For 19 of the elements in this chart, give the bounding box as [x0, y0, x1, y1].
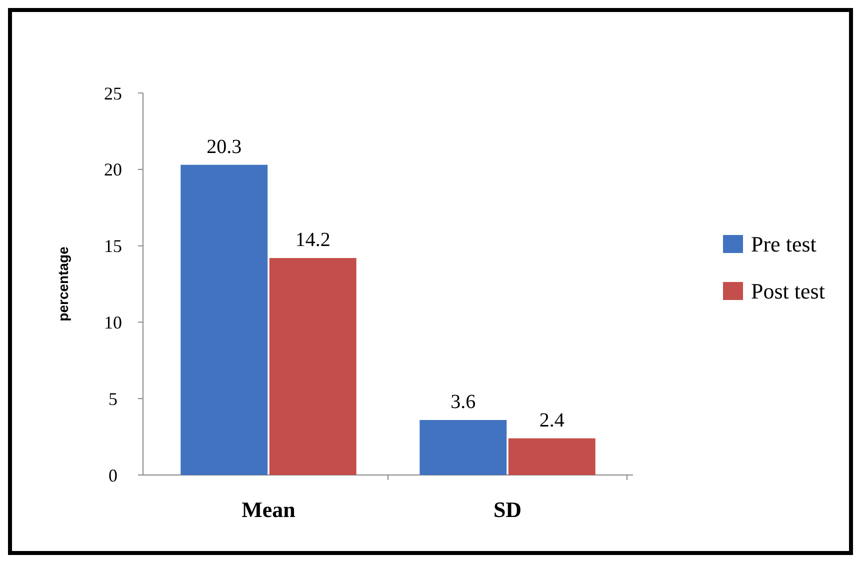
y-axis-title: percentage [55, 246, 71, 322]
bar [269, 258, 356, 475]
y-tick-label: 5 [108, 388, 118, 409]
y-tick-label: 15 [104, 236, 122, 256]
bar [420, 420, 507, 475]
legend-label: Pre test [751, 232, 816, 257]
data-label: 3.6 [450, 390, 476, 413]
y-tick-label: 0 [108, 465, 118, 486]
legend-label: Post test [751, 278, 825, 304]
data-label: 20.3 [206, 136, 242, 158]
data-label: 14.2 [295, 229, 330, 252]
x-tick-label: Mean [242, 497, 296, 522]
y-tick-label: 20 [104, 160, 122, 180]
y-tick-label: 10 [104, 312, 122, 332]
bar [508, 438, 596, 475]
data-label: 2.4 [539, 409, 564, 432]
x-tick-label: SD [493, 497, 522, 522]
y-tick-label: 25 [104, 83, 122, 104]
bar [180, 164, 268, 475]
